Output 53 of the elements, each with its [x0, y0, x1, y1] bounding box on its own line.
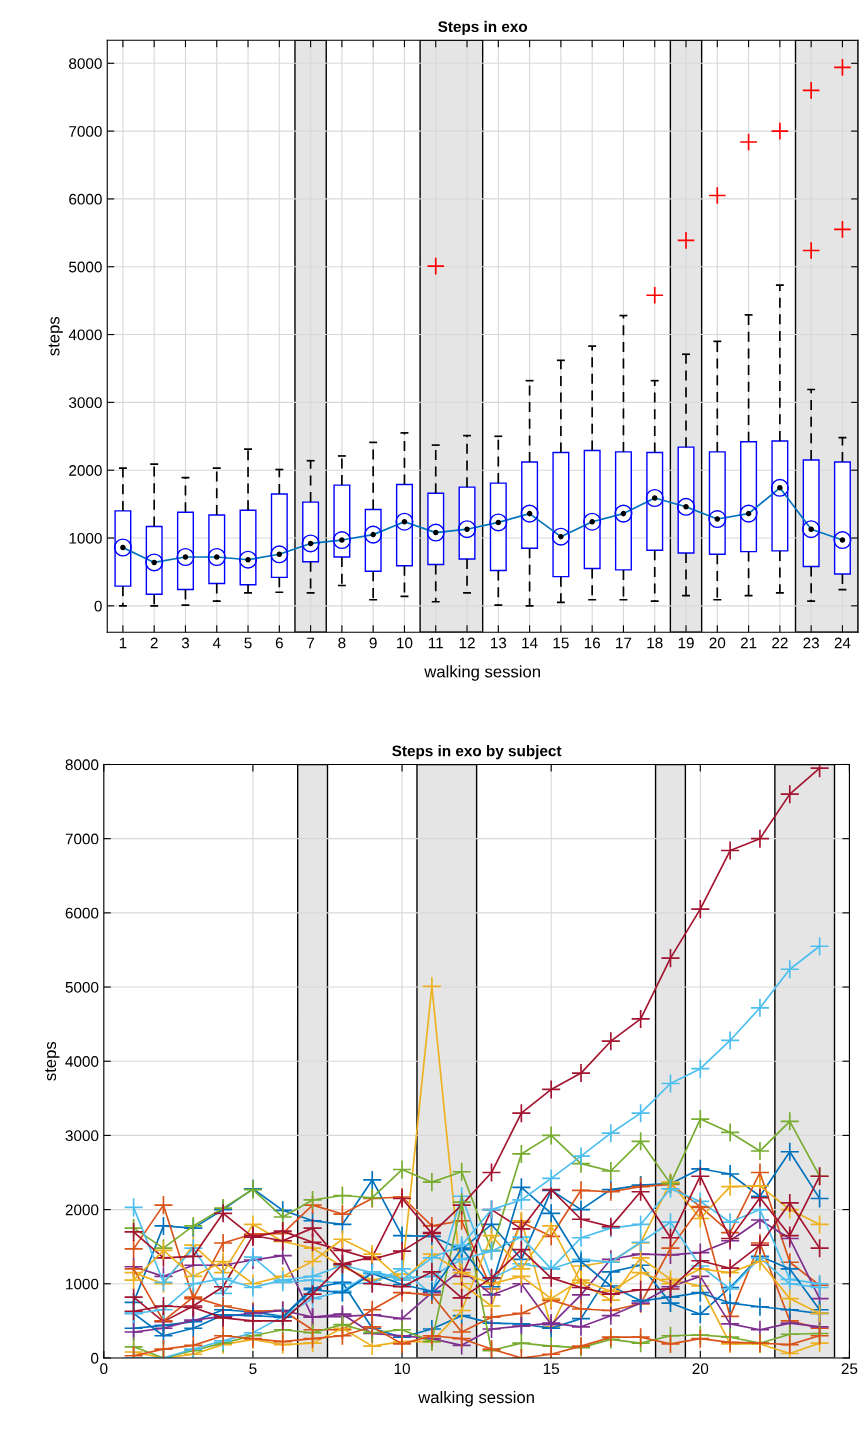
y-tick-label: 0: [94, 600, 102, 612]
x-tick-label: 14: [522, 637, 538, 649]
x-tick-label: 11: [428, 637, 443, 649]
x-tick-label: 20: [692, 1363, 709, 1375]
x-tick-label: 21: [740, 637, 757, 649]
y-tick-label: 1000: [69, 532, 102, 544]
x-tick-label: 7: [307, 637, 315, 649]
x-tick-label: 22: [772, 637, 788, 649]
x-tick-label: 15: [543, 1363, 560, 1375]
x-tick-label: 25: [841, 1363, 858, 1375]
x-tick-label: 1: [119, 637, 127, 649]
x-tick-label: 5: [244, 637, 252, 649]
x-tick-label: 12: [459, 637, 475, 649]
x-tick-label: 9: [369, 637, 377, 649]
y-tick-label: 5000: [65, 981, 99, 993]
x-tick-label: 13: [490, 637, 507, 649]
x-tick-label: 8: [338, 637, 346, 649]
chart-title: Steps in exo: [438, 20, 528, 36]
y-tick-label: 2000: [69, 465, 102, 476]
x-tick-label: 6: [275, 637, 283, 649]
y-tick-label: 2000: [65, 1204, 99, 1216]
y-axis-title: steps: [45, 1041, 60, 1081]
x-tick-label: 20: [709, 637, 726, 649]
x-tick-label: 19: [678, 637, 694, 649]
y-tick-label: 8000: [65, 759, 99, 771]
y-tick-label: 6000: [65, 907, 99, 919]
y-tick-label: 7000: [65, 833, 99, 845]
x-tick-label: 3: [181, 637, 190, 649]
x-tick-label: 16: [584, 637, 600, 649]
y-tick-label: 7000: [69, 125, 102, 137]
x-tick-label: 18: [647, 637, 663, 649]
y-tick-label: 5000: [69, 261, 102, 273]
x-tick-label: 5: [249, 1363, 257, 1375]
x-tick-label: 17: [616, 637, 632, 649]
x-tick-label: 10: [397, 637, 413, 649]
x-axis-title: walking session: [424, 665, 540, 681]
y-tick-label: 3000: [69, 397, 102, 409]
y-tick-label: 6000: [69, 193, 102, 205]
y-axis-title: steps: [48, 316, 63, 356]
x-tick-label: 4: [212, 637, 221, 649]
x-tick-label: 2: [150, 637, 158, 649]
x-tick-label: 23: [803, 637, 819, 649]
x-axis-title: walking session: [418, 1390, 534, 1407]
chart-title: Steps in exo by subject: [392, 745, 562, 760]
y-tick-label: 8000: [69, 58, 102, 69]
x-tick-label: 10: [394, 1363, 410, 1375]
x-tick-label: 15: [553, 637, 569, 649]
y-tick-label: 3000: [65, 1130, 99, 1142]
y-tick-label: 0: [91, 1352, 99, 1364]
x-tick-label: 24: [834, 637, 851, 649]
y-tick-label: 4000: [65, 1056, 99, 1067]
y-tick-label: 1000: [66, 1278, 99, 1290]
y-tick-label: 4000: [68, 329, 102, 341]
